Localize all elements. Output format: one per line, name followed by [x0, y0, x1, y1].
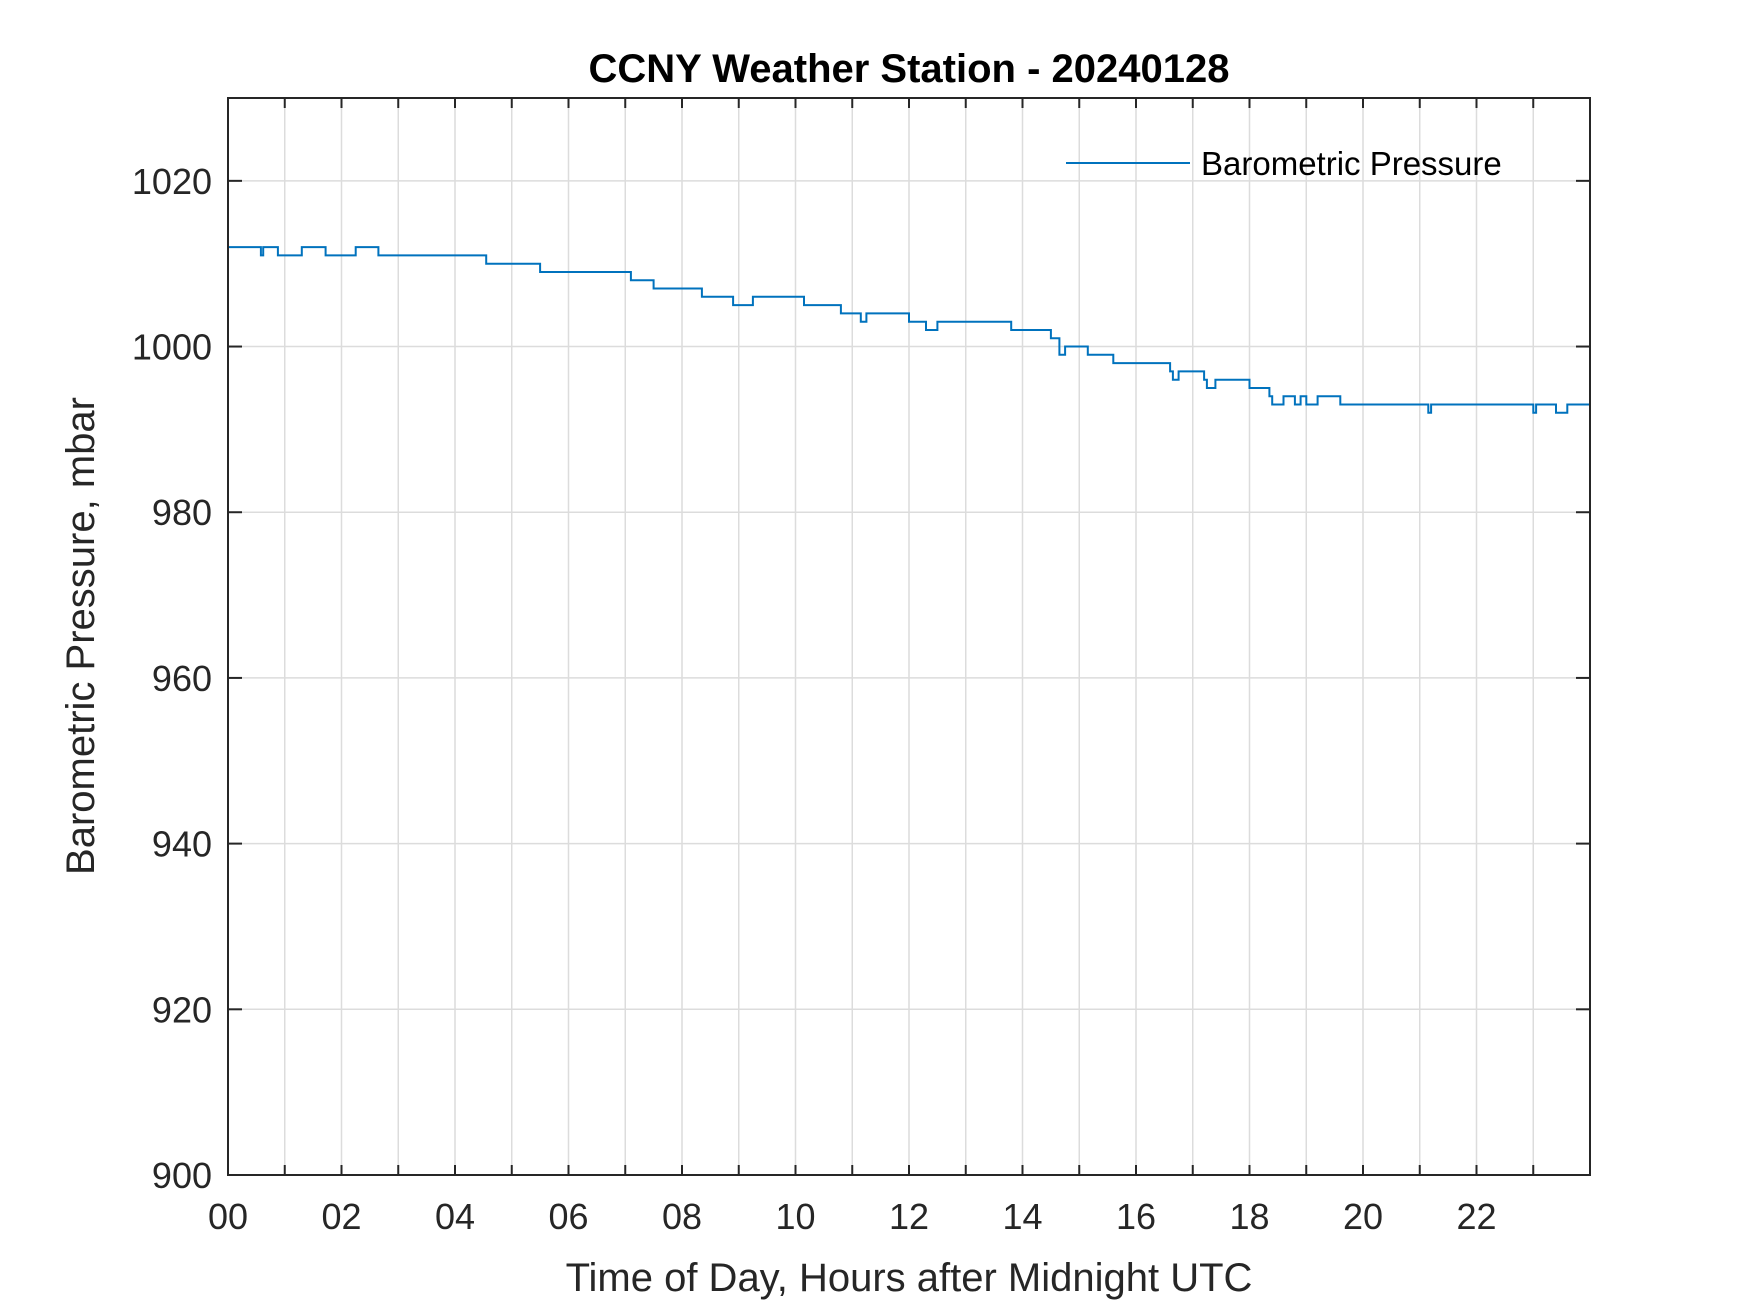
x-tick-label: 22 — [1456, 1196, 1496, 1237]
y-tick-label: 920 — [152, 989, 212, 1030]
x-tick-label: 02 — [321, 1196, 361, 1237]
x-axis-label: Time of Day, Hours after Midnight UTC — [566, 1256, 1253, 1300]
x-tick-label: 00 — [208, 1196, 248, 1237]
series-layer — [228, 246, 1590, 414]
x-tick-label: 14 — [1002, 1196, 1042, 1237]
grid-layer — [228, 98, 1590, 1175]
y-tick-label: 900 — [152, 1155, 212, 1196]
y-tick-label: 980 — [152, 492, 212, 533]
x-tick-label: 20 — [1343, 1196, 1383, 1237]
chart-title: CCNY Weather Station - 20240128 — [589, 47, 1230, 91]
tick-layer: 00 02 04 06 08 10 12 14 16 18 20 22 900 920 940 960 980 1… — [132, 98, 1590, 1237]
y-axis-label: Barometric Pressure, mbar — [59, 397, 103, 875]
x-tick-label: 08 — [662, 1196, 702, 1237]
x-tick-label: 10 — [775, 1196, 815, 1237]
x-tick-label: 16 — [1116, 1196, 1156, 1237]
y-tick-label: 940 — [152, 824, 212, 865]
y-tick-label: 960 — [152, 658, 212, 699]
x-tick-label: 06 — [548, 1196, 588, 1237]
x-tick-label: 04 — [435, 1196, 475, 1237]
y-tick-label: 1020 — [132, 161, 212, 202]
legend-label-barometric-pressure: Barometric Pressure — [1201, 145, 1502, 182]
y-tick-label: 1000 — [132, 327, 212, 368]
x-tick-label: 18 — [1229, 1196, 1269, 1237]
x-tick-label: 12 — [889, 1196, 929, 1237]
series-line-barometric-pressure — [228, 246, 1590, 414]
legend: Barometric Pressure — [1066, 145, 1502, 182]
